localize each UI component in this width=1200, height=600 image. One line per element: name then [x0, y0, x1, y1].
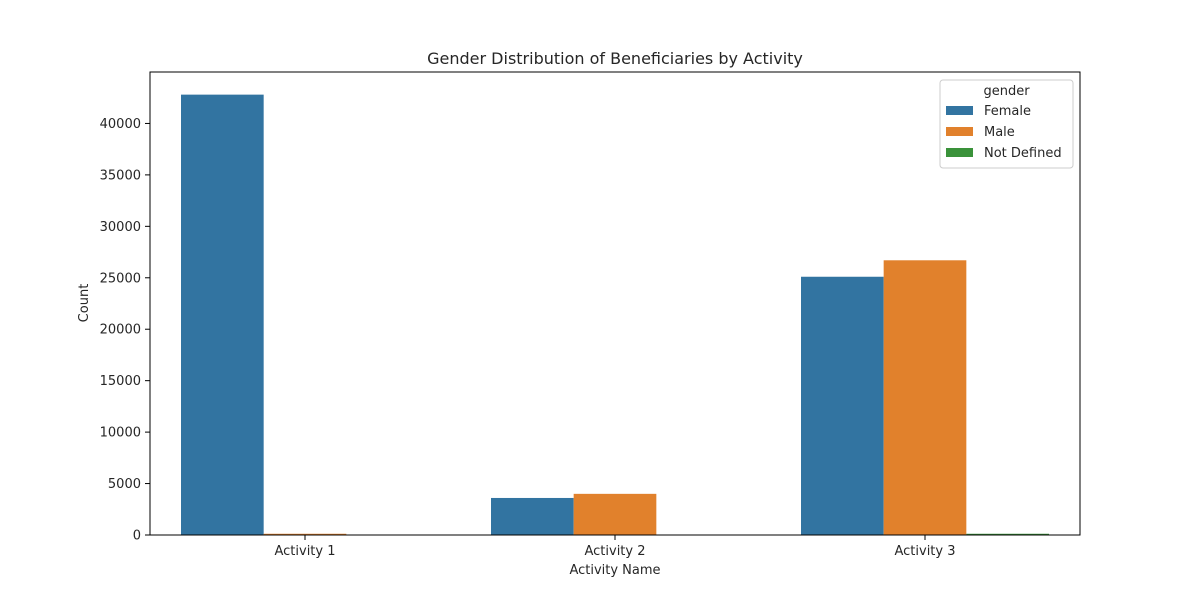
legend-label: Male — [984, 125, 1015, 140]
legend: gender Female Male Not Defined — [939, 79, 1074, 169]
y-tick-label: 10000 — [100, 426, 141, 441]
plot-area: 0 5000 10000 15000 20000 25000 30000 35000 40000… — [100, 71, 1081, 559]
legend-label: Not Defined — [984, 146, 1062, 161]
x-tick-label: Activity 3 — [894, 544, 955, 559]
y-tick-label: 5000 — [108, 477, 141, 492]
bar-male-3 — [883, 260, 967, 535]
x-tick-label: Activity 2 — [584, 544, 645, 559]
y-tick-label: 30000 — [100, 220, 141, 235]
bar-male-2 — [573, 493, 657, 535]
y-tick-label: 35000 — [100, 168, 141, 183]
x-axis-label: Activity Name — [569, 563, 660, 578]
legend-box — [939, 79, 1074, 169]
legend-swatch — [946, 106, 973, 115]
legend-swatch — [946, 148, 973, 157]
bar-female-1 — [181, 94, 264, 535]
y-tick-label: 40000 — [100, 117, 141, 132]
legend-title: gender — [983, 84, 1030, 99]
y-axis-label: Count — [77, 284, 92, 323]
y-tick-label: 25000 — [100, 271, 141, 286]
chart-title: Gender Distribution of Beneficiaries by … — [427, 49, 803, 68]
y-tick-label: 0 — [133, 529, 141, 544]
bar-male-1 — [263, 533, 347, 535]
bar-female-2 — [491, 497, 574, 535]
x-tick-label: Activity 1 — [274, 544, 335, 559]
legend-label: Female — [984, 104, 1031, 119]
bar-not-defined-3 — [966, 533, 1049, 535]
bar-female-3 — [801, 276, 884, 535]
y-tick-label: 15000 — [100, 374, 141, 389]
y-tick-label: 20000 — [100, 323, 141, 338]
legend-swatch — [946, 127, 973, 136]
